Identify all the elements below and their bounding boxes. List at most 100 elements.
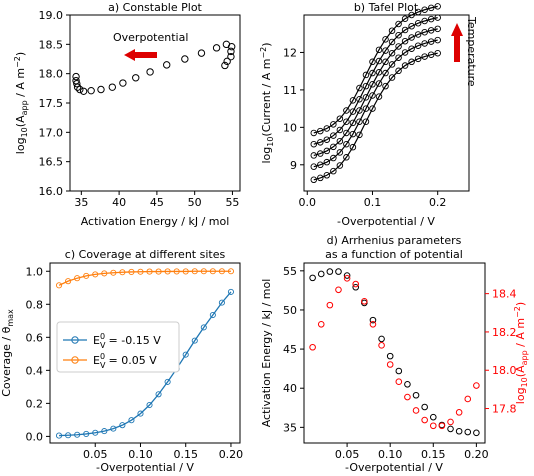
- panel-d-ylabel-right-close: ): [514, 302, 527, 306]
- panel-a-xtick-label-3: 50: [188, 196, 202, 209]
- panel-a-xtick-label-1: 40: [112, 196, 126, 209]
- panel-b-series-3-point-4: [336, 126, 344, 134]
- panel-b-series-2-point-18: [427, 27, 435, 34]
- panel-c-series-1-point-12: [164, 268, 171, 275]
- panel-b-series-2-point-16: [414, 31, 422, 38]
- panel-c-series-1-point-17: [209, 268, 216, 275]
- panel-b-series-2-point-8: [362, 94, 370, 101]
- panel-d-series-1-point-16: [447, 418, 454, 426]
- panel-c-xtick-label-0: 0.05: [83, 448, 108, 461]
- panel-c-series-0-point-14: [182, 351, 189, 358]
- panel-d-series-0-point-11: [404, 381, 411, 388]
- panel-a-point-7: [97, 85, 105, 94]
- panel-b-series-1-point-5: [343, 140, 350, 148]
- panel-c-series-0-point-0: [55, 432, 63, 439]
- legend-label-1-value: = -0.15 V: [109, 334, 162, 347]
- legend-label-1-sup: 0: [100, 332, 105, 341]
- panel-b-series-1-point-16: [414, 42, 422, 49]
- panel-b-series: [310, 3, 441, 184]
- panel-b-series-1-point-4: [336, 149, 344, 156]
- panel-d-ylabel-right-rest: (A: [514, 365, 527, 377]
- panel-a-ytick-label-0: 16.0: [39, 185, 64, 198]
- panel-b-series-1-point-2: [323, 158, 331, 166]
- panel-b-series-3-point-1: [317, 139, 324, 146]
- panel-a-ylabel: log10(Aapp / A m−2): [13, 52, 29, 154]
- panel-a-point-17: [227, 42, 236, 51]
- panel-b-series-0-point-7: [356, 131, 363, 139]
- panel-b-series-4-point-19: [434, 3, 441, 10]
- panel-c-series-1-point-4: [92, 271, 99, 278]
- panel-b-series-1-point-9: [369, 92, 376, 99]
- panel-a-point-20: [223, 57, 231, 66]
- panel-b-series-3-point-10: [375, 57, 383, 65]
- panel-b-series-2-point-0: [310, 152, 318, 159]
- panel-b-series-0-point-9: [369, 105, 376, 112]
- panel-c-legend-box: [56, 321, 180, 373]
- panel-d-series-0-point-4: [343, 272, 351, 279]
- panel-b-series-1-point-3: [330, 154, 337, 162]
- panel-c-series-1-point-10: [146, 268, 153, 275]
- panel-a-ylabel-exp: −2: [13, 56, 22, 68]
- panel-c-series-0-point-8: [128, 417, 135, 424]
- panel-a-arrow-shaft: [135, 52, 157, 58]
- panel-c-series-1-point-6: [110, 269, 117, 276]
- panel-c-plot-frame: [49, 262, 241, 444]
- panel-a-point-3: [73, 83, 82, 91]
- panel-d-ylabel: Activation Energy / kJ / mol: [260, 279, 273, 428]
- panel-d-title-line-1: d) Arrhenius parameters: [327, 234, 462, 247]
- panel-d-series-0-point-5: [352, 283, 360, 291]
- panel-c-ytick-label-3: 0.6: [26, 331, 44, 344]
- panel-b-series-0-point-17: [421, 53, 428, 60]
- panel-d-series-1-point-2: [326, 301, 334, 309]
- panel-b-annotation-label: Temperature: [465, 16, 478, 87]
- panel-d-series-0-point-3: [335, 268, 342, 275]
- panel-d-series-0-point-19: [473, 429, 480, 437]
- panel-d-xtick-label-1: 0.10: [378, 448, 403, 461]
- panel-a-point-13: [181, 55, 189, 63]
- panel-d-series-1-point-17: [455, 409, 463, 416]
- panel-c-coverage-plot: c) Coverage at different sites -Overpote…: [0, 248, 243, 474]
- panel-d-series-0-point-1: [317, 270, 325, 278]
- panel-d-series: [309, 268, 480, 437]
- panel-a-point-9: [119, 79, 127, 87]
- panel-b-series-0-point-4: [336, 162, 344, 169]
- panel-a-ytick-label-3: 17.5: [39, 97, 64, 110]
- panel-b-series-0-point-10: [375, 93, 383, 100]
- panel-b-series-3-point-15: [408, 22, 415, 30]
- panel-b-series-3-point-8: [362, 82, 370, 90]
- panel-d-series-0-point-14: [429, 413, 437, 421]
- panel-a-xtick-label-4: 55: [225, 196, 239, 209]
- panel-c-xtick-label-3: 0.20: [219, 448, 244, 461]
- panel-b-series-4-point-4: [336, 115, 344, 122]
- panel-a-overpotential-annotation: Overpotential: [113, 31, 188, 61]
- panel-b-series-4-point-3: [330, 121, 337, 128]
- panel-a-xlabel: Activation Energy / kJ / mol: [81, 215, 230, 228]
- panel-a-ylabel-close: ): [14, 52, 27, 56]
- panel-c-series-0-point-19: [227, 288, 235, 295]
- panel-d-arrhenius-plot: d) Arrhenius parameters as a function of…: [260, 234, 529, 474]
- panel-b-series-1-point-15: [408, 45, 415, 52]
- panel-c-series-0-point-10: [146, 401, 153, 409]
- panel-b-series-2-point-12: [388, 49, 396, 57]
- panel-b-series-1-point-11: [382, 69, 389, 77]
- panel-d-y-ticks-left: 35 40 45 50 55: [283, 265, 304, 434]
- panel-b-x-ticks: 0.0 0.1 0.2: [299, 191, 446, 209]
- panel-a-point-12: [163, 61, 171, 69]
- panel-b-series-2-point-9: [369, 81, 376, 88]
- panel-c-series-1-point-14: [182, 268, 189, 275]
- panel-b-plot-frame: [303, 14, 470, 192]
- panel-d-series-0-point-8: [378, 335, 385, 343]
- panel-b-series-line-3: [313, 17, 438, 145]
- panel-b-series-4-point-16: [414, 8, 422, 16]
- legend-label-1-sub: V: [100, 341, 106, 350]
- panel-d-y-ticks-right: 17.8 18.0 18.2 18.4: [485, 288, 517, 416]
- panel-d-series-0-point-7: [369, 316, 377, 324]
- panel-d-series-1-point-18: [464, 395, 472, 403]
- panel-c-series-1-point-18: [218, 268, 225, 275]
- panel-b-series-0-point-6: [349, 143, 357, 151]
- panel-a-ytick-label-1: 16.5: [39, 156, 64, 169]
- panel-b-series-1-point-13: [395, 54, 402, 61]
- panel-d-series-1-point-1: [317, 320, 325, 328]
- panel-b-series-0-point-5: [343, 154, 350, 161]
- panel-b-series-4-point-13: [395, 20, 402, 28]
